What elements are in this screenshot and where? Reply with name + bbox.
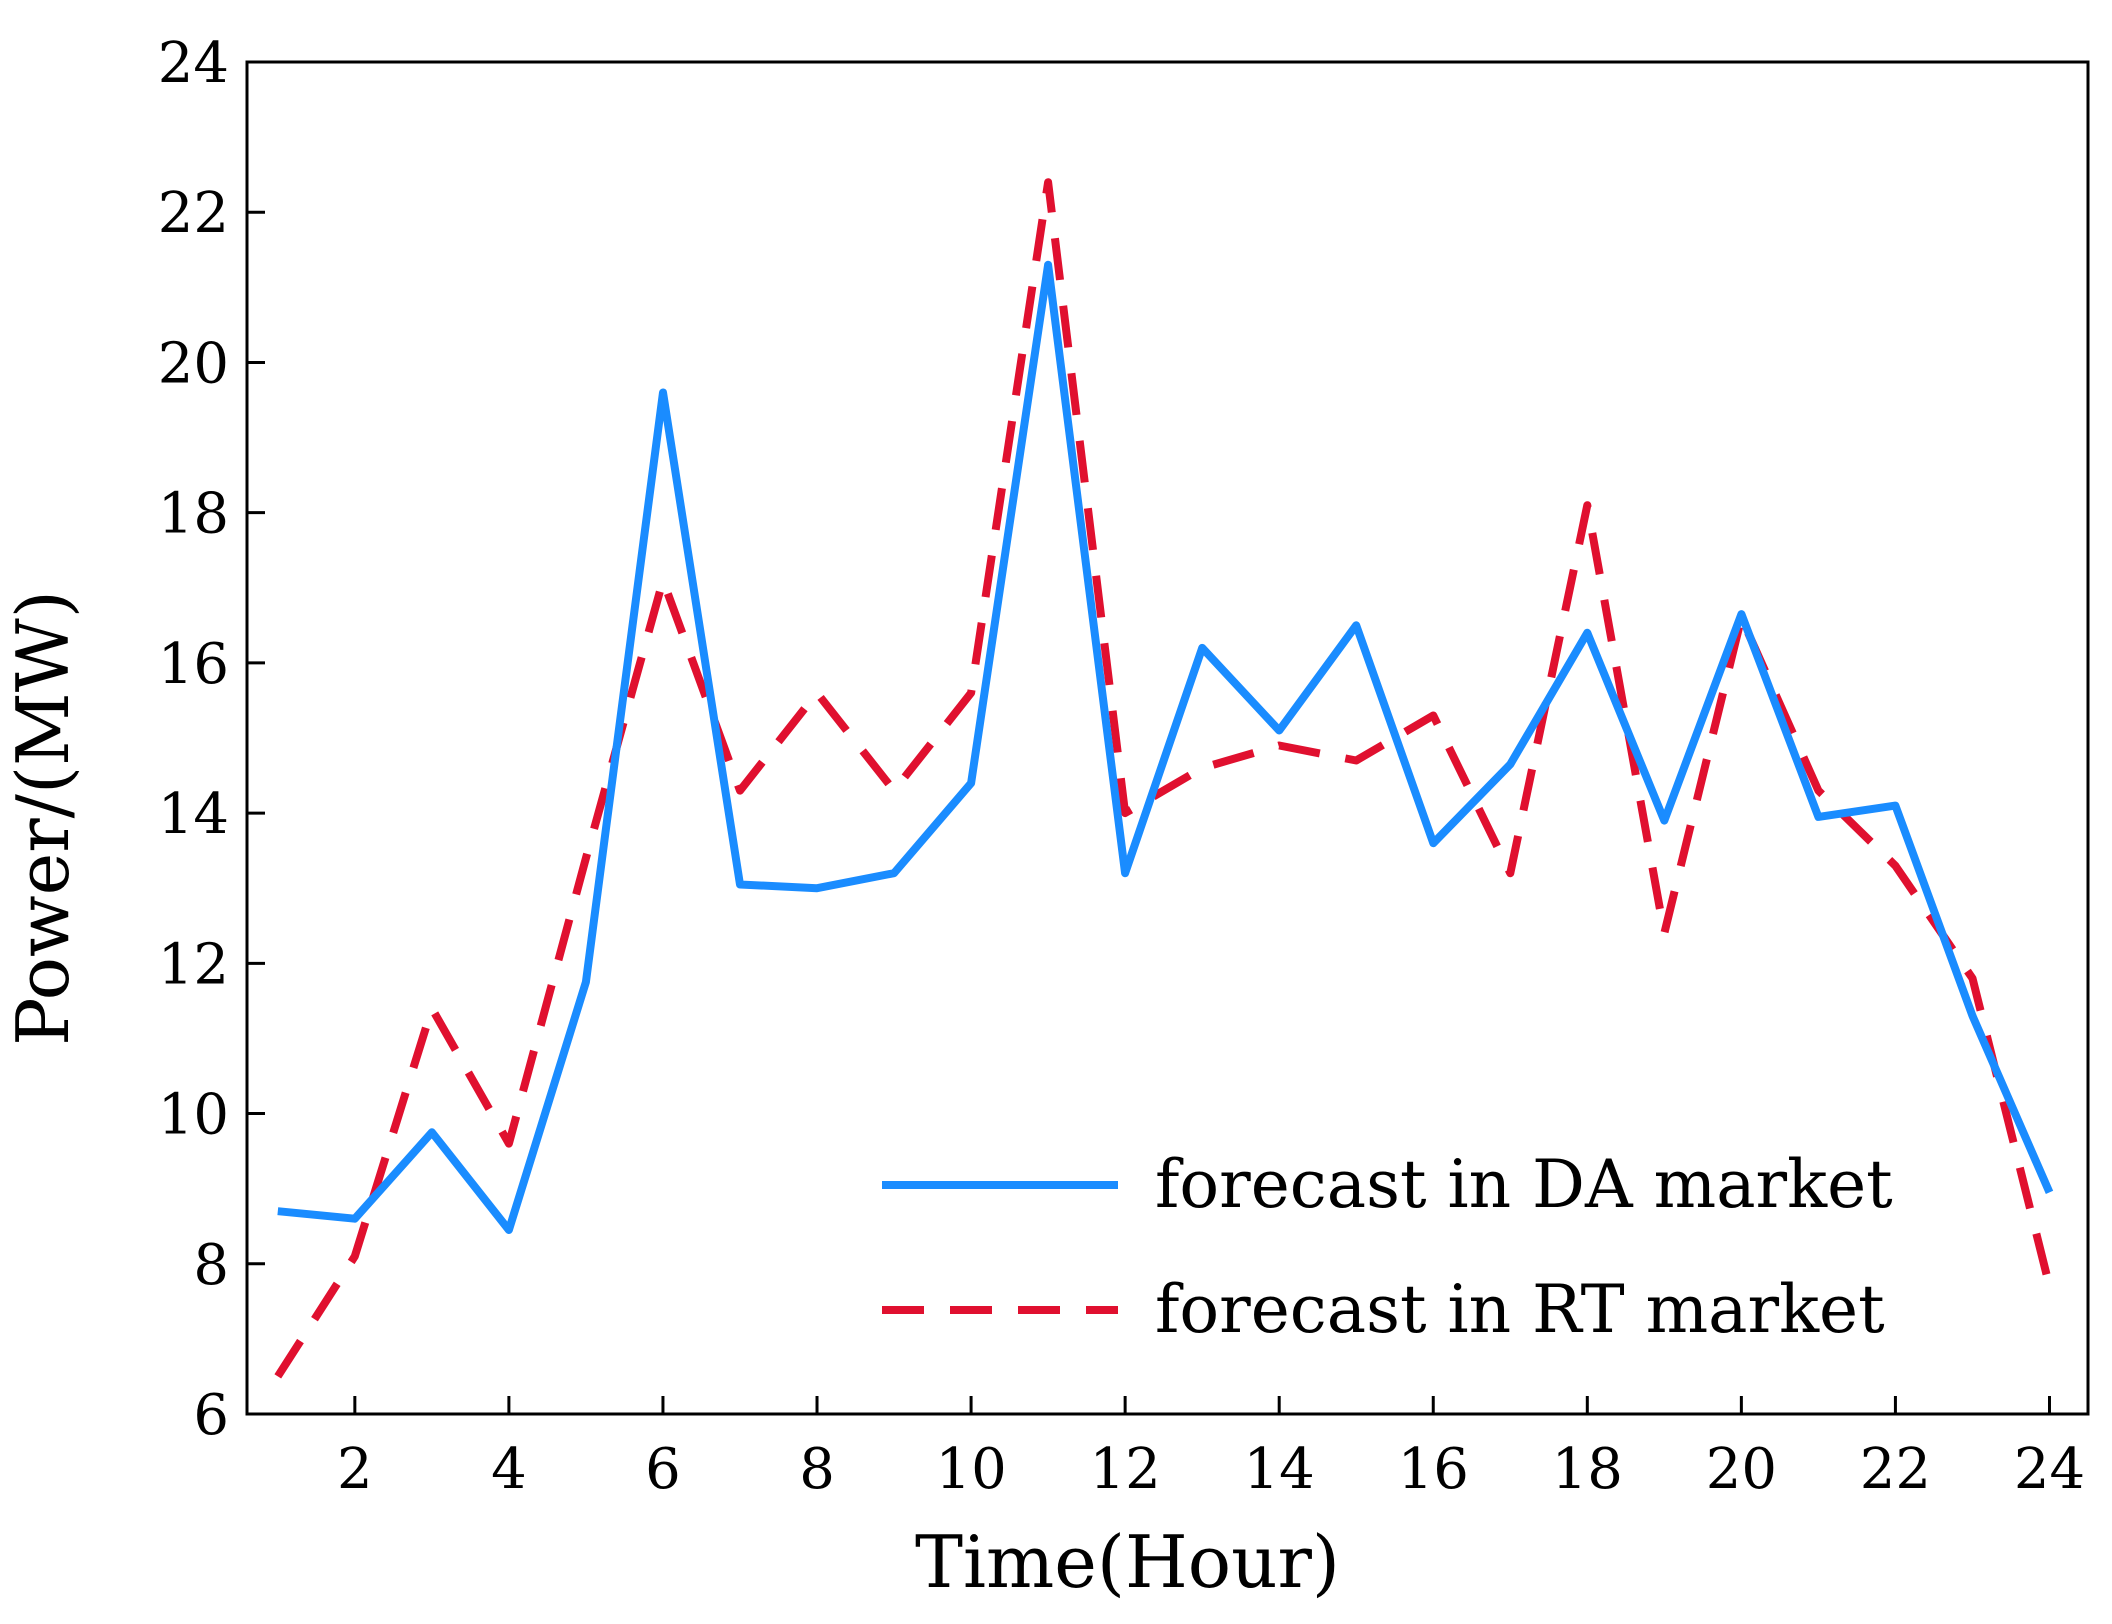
series-layer xyxy=(274,178,2054,1379)
y-tick-label-18: 18 xyxy=(158,482,229,547)
x-tick-label-18: 18 xyxy=(1552,1437,1623,1502)
x-axis-label: Time(Hour) xyxy=(915,1520,1340,1604)
y-tick-label-16: 16 xyxy=(158,632,229,697)
y-tick-label-20: 20 xyxy=(158,331,229,396)
y-tick-label-24: 24 xyxy=(158,31,229,96)
legend-label-da: forecast in DA market xyxy=(1155,1146,1893,1223)
x-tick-label-20: 20 xyxy=(1706,1437,1777,1502)
legend: forecast in DA market forecast in RT mar… xyxy=(882,1146,1893,1348)
x-tick-label-16: 16 xyxy=(1398,1437,1469,1502)
x-tick-label-24: 24 xyxy=(2014,1437,2085,1502)
y-tick-label-14: 14 xyxy=(158,782,229,847)
y-tick-label-6: 6 xyxy=(193,1383,229,1448)
x-tick-label-12: 12 xyxy=(1090,1437,1161,1502)
x-tick-labels: 2 4 6 8 10 12 14 16 18 20 22 24 xyxy=(337,1437,2085,1502)
y-tick-label-22: 22 xyxy=(158,181,229,246)
legend-label-rt: forecast in RT market xyxy=(1155,1271,1885,1348)
x-tick-label-8: 8 xyxy=(799,1437,835,1502)
y-axis-label: Power/(MW) xyxy=(1,590,85,1046)
x-tick-label-2: 2 xyxy=(337,1437,373,1502)
y-tick-labels: 6 8 10 12 14 16 18 20 22 24 xyxy=(158,31,229,1448)
plot-frame xyxy=(245,60,2090,1416)
x-tick-label-6: 6 xyxy=(645,1437,681,1502)
x-tick-label-10: 10 xyxy=(935,1437,1006,1502)
series-line-da xyxy=(277,260,2054,1234)
y-tick-label-8: 8 xyxy=(193,1233,229,1298)
x-tick-label-4: 4 xyxy=(491,1437,527,1502)
x-tick-label-14: 14 xyxy=(1244,1437,1315,1502)
y-tick-label-10: 10 xyxy=(158,1083,229,1148)
y-tick-label-12: 12 xyxy=(158,932,229,997)
x-tick-label-22: 22 xyxy=(1860,1437,1931,1502)
